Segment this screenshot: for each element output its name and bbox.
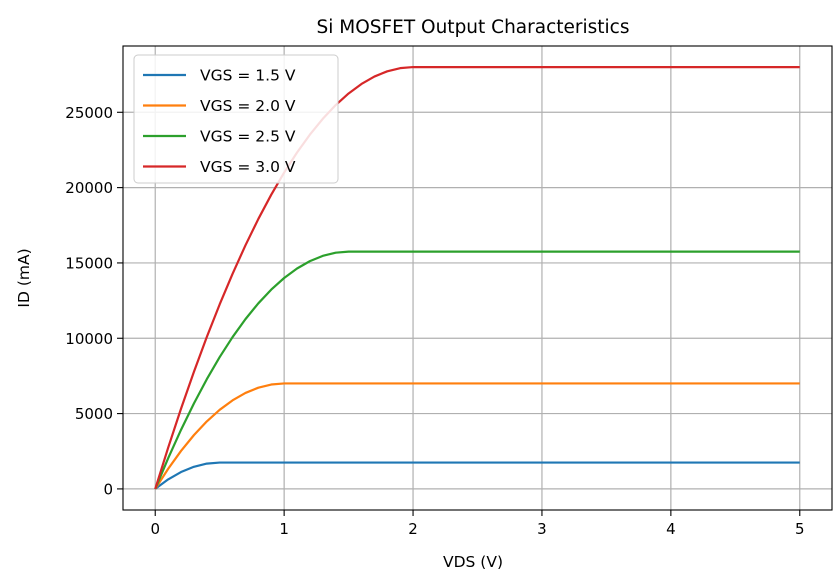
y-tick-label: 5000 xyxy=(75,405,113,423)
legend-label: VGS = 3.0 V xyxy=(200,158,296,176)
legend-label: VGS = 1.5 V xyxy=(200,67,296,85)
x-tick-label: 0 xyxy=(150,520,160,538)
series-line-2 xyxy=(154,382,800,490)
x-tick-label: 2 xyxy=(408,520,418,538)
legend-label: VGS = 2.5 V xyxy=(200,128,296,146)
x-tick-label: 5 xyxy=(795,520,805,538)
y-tick-label: 10000 xyxy=(65,330,113,348)
series-line-3 xyxy=(154,250,800,490)
plot-frame xyxy=(122,45,833,511)
x-tick-label: 3 xyxy=(537,520,547,538)
legend-box xyxy=(133,54,339,184)
series-line-1 xyxy=(154,461,800,490)
chart-title: Si MOSFET Output Characteristics xyxy=(316,17,629,38)
x-tick-label: 4 xyxy=(666,520,676,538)
legend-label: VGS = 2.0 V xyxy=(200,97,296,115)
x-axis-label: VDS (V) xyxy=(443,553,503,571)
legend: VGS = 1.5 V VGS = 2.0 V VGS = 2.5 V VGS = 3… xyxy=(133,54,339,184)
y-tick-label: 0 xyxy=(103,480,113,498)
y-tick-label: 20000 xyxy=(65,179,113,197)
axis-ticks: 0 1 2 3 4 5 0 5000 10000 15000 20000 25000 xyxy=(65,104,804,538)
y-tick-label: 15000 xyxy=(65,254,113,272)
x-tick-label: 1 xyxy=(279,520,289,538)
y-axis-label: ID (mA) xyxy=(15,248,33,307)
y-tick-label: 25000 xyxy=(65,104,113,122)
